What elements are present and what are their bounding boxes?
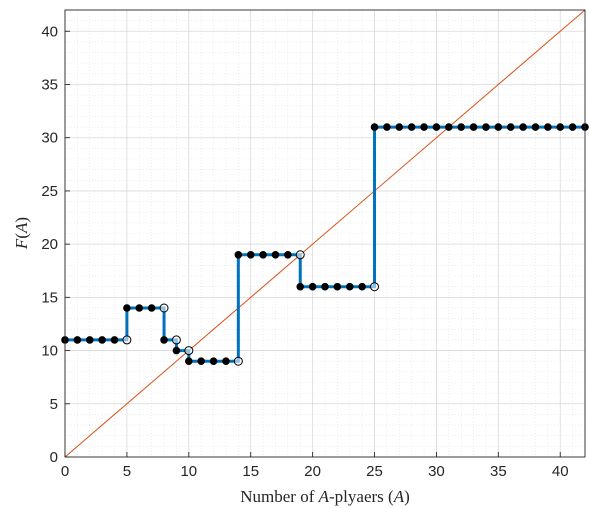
filled-point	[85, 336, 94, 344]
filled-point	[296, 282, 305, 291]
y-tick-label: 5	[50, 396, 58, 413]
x-axis-title: Number of A-plyaers (A)	[240, 487, 410, 506]
filled-point	[445, 123, 453, 131]
x-tick-label: 30	[428, 463, 445, 480]
filled-point	[110, 336, 119, 344]
open-point	[233, 356, 243, 366]
filled-point	[395, 123, 404, 131]
filled-point	[147, 304, 156, 312]
filled-point	[420, 123, 428, 131]
filled-point	[568, 123, 577, 131]
filled-point	[519, 123, 527, 131]
filled-point	[469, 123, 478, 131]
filled-point	[246, 250, 255, 259]
y-tick-label: 20	[41, 236, 58, 253]
x-tick-label: 40	[552, 463, 569, 480]
y-tick-label: 40	[41, 23, 58, 40]
y-tick-label: 10	[41, 343, 58, 360]
x-tick-label: 15	[242, 463, 259, 480]
plot-frame	[64, 9, 586, 458]
x-tick-label: 10	[180, 463, 197, 480]
filled-point	[321, 282, 329, 291]
open-points-layer	[122, 250, 380, 366]
y-tick-label: 15	[41, 289, 58, 306]
y-tick-label: 25	[41, 183, 58, 200]
filled-point	[209, 357, 218, 366]
y-tick-labels: 0 5 10 15 20 25 30 35 40	[41, 23, 70, 466]
x-tick-label: 0	[61, 463, 69, 480]
filled-point	[284, 250, 292, 259]
filled-point	[123, 304, 131, 312]
filled-point	[73, 336, 82, 344]
diagonal-layer	[64, 9, 586, 458]
diagonal-line	[64, 9, 586, 458]
filled-point	[457, 123, 465, 131]
x-tick-label: 25	[366, 463, 383, 480]
filled-point	[98, 336, 106, 344]
filled-point	[544, 123, 552, 131]
filled-point	[333, 282, 342, 291]
filled-point	[185, 357, 193, 366]
x-tick-label: 35	[490, 463, 507, 480]
x-tick-label: 5	[123, 463, 131, 480]
filled-point	[370, 123, 379, 131]
open-point	[295, 250, 305, 260]
filled-points-layer	[61, 123, 589, 366]
filled-point	[135, 304, 144, 312]
minor-grid	[65, 10, 585, 457]
filled-point	[482, 123, 490, 131]
open-point	[171, 335, 181, 345]
filled-point	[308, 282, 317, 291]
y-axis-title: F(A)	[12, 217, 31, 250]
filled-point	[234, 250, 243, 259]
filled-point	[556, 123, 565, 131]
filled-point	[172, 346, 181, 355]
filled-point	[494, 123, 503, 131]
filled-point	[271, 250, 280, 259]
filled-point	[197, 357, 205, 366]
filled-point	[432, 123, 441, 131]
filled-point	[222, 357, 230, 366]
filled-point	[358, 282, 366, 291]
filled-point	[506, 123, 515, 131]
filled-point	[345, 282, 354, 291]
filled-point	[259, 250, 267, 259]
filled-point	[383, 123, 391, 131]
open-point	[159, 303, 169, 313]
y-tick-label: 35	[41, 77, 58, 94]
open-point	[122, 335, 132, 345]
y-tick-label: 0	[50, 449, 58, 466]
filled-point	[160, 336, 168, 344]
open-point	[370, 282, 380, 292]
filled-point	[531, 123, 540, 131]
x-tick-label: 20	[304, 463, 321, 480]
open-point	[184, 346, 194, 356]
x-tick-labels: 0 5 10 15 20 25 30 35 40	[61, 452, 569, 480]
y-tick-label: 30	[41, 130, 58, 147]
filled-point	[407, 123, 416, 131]
